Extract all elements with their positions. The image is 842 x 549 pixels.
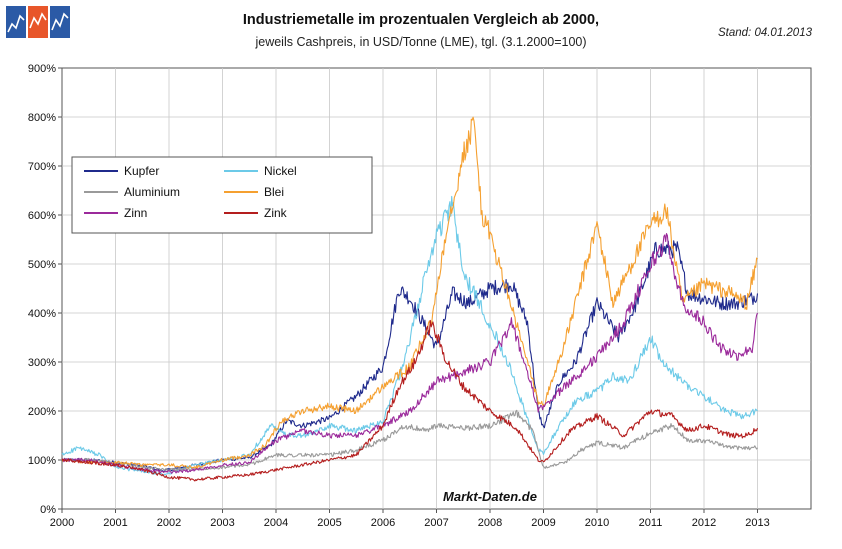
legend-label-zink: Zink: [264, 206, 288, 220]
x-tick-label: 2009: [531, 517, 555, 529]
watermark-text: Markt-Daten.de: [443, 489, 537, 504]
x-tick-label: 2000: [50, 517, 74, 529]
legend-label-blei: Blei: [264, 185, 284, 199]
series-line-zink: [61, 319, 759, 482]
date-stamp: Stand: 04.01.2013: [718, 27, 812, 39]
series-line-zinn: [61, 233, 759, 474]
y-tick-label: 900%: [28, 63, 56, 75]
y-tick-label: 0%: [40, 504, 56, 516]
x-tick-label: 2012: [692, 517, 716, 529]
y-tick-label: 700%: [28, 161, 56, 173]
x-tick-label: 2004: [264, 517, 288, 529]
chart-title: Industriemetalle im prozentualen Verglei…: [242, 12, 600, 28]
legend-label-aluminium: Aluminium: [124, 185, 180, 199]
logo-panel-left: [6, 6, 26, 38]
axis-ticks: 0% 100% 200% 300% 400% 500% 600% 700% 800% 900% 20…: [28, 63, 770, 529]
legend-box: [71, 156, 373, 234]
y-tick-label: 500%: [28, 259, 56, 271]
x-tick-label: 2003: [210, 517, 234, 529]
legend-label-kupfer: Kupfer: [124, 164, 159, 178]
x-tick-label: 2010: [585, 517, 609, 529]
x-tick-label: 2006: [371, 517, 395, 529]
x-tick-label: 2007: [424, 517, 448, 529]
y-tick-label: 400%: [28, 308, 56, 320]
x-tick-label: 2001: [103, 517, 127, 529]
legend-label-nickel: Nickel: [264, 164, 297, 178]
x-tick-label: 2013: [745, 517, 769, 529]
legend: Kupfer Nickel Aluminium Blei Zinn Zink: [71, 156, 373, 234]
data-series: [61, 116, 759, 482]
y-tick-label: 600%: [28, 210, 56, 222]
series-line-nickel: [61, 195, 758, 477]
series-line-aluminium: [61, 409, 758, 472]
chart-subtitle: jeweils Cashpreis, in USD/Tonne (LME), t…: [255, 35, 587, 49]
y-tick-label: 200%: [28, 406, 56, 418]
x-tick-label: 2002: [157, 517, 181, 529]
y-tick-label: 800%: [28, 112, 56, 124]
x-tick-label: 2005: [317, 517, 341, 529]
y-tick-label: 100%: [28, 455, 56, 467]
site-logo: [6, 6, 70, 38]
y-tick-label: 300%: [28, 357, 56, 369]
x-tick-label: 2011: [639, 517, 663, 529]
legend-label-zinn: Zinn: [124, 206, 147, 220]
x-tick-label: 2008: [478, 517, 502, 529]
